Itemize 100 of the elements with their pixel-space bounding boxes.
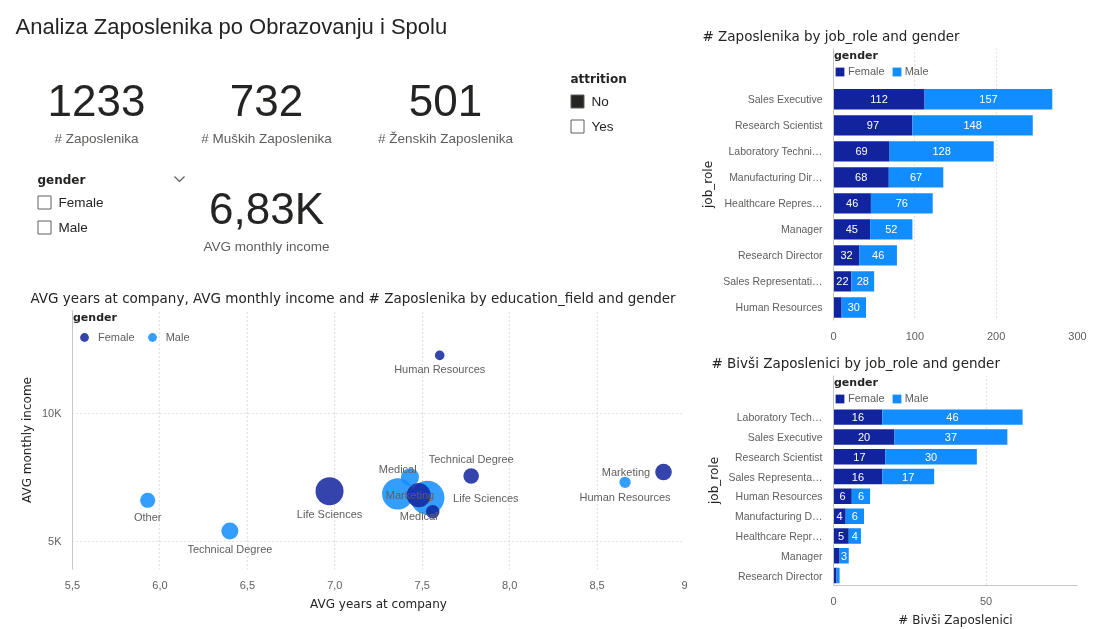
bar (833, 429, 895, 445)
x-tick-label: 300 (1068, 329, 1087, 342)
category-label: # Zaposlenika (54, 131, 140, 146)
legend-label: Male (165, 330, 190, 344)
y-tick-label: Human Resources (735, 490, 823, 503)
y-tick-label: 10K (41, 407, 63, 420)
data-label: 30 (924, 450, 938, 463)
text: Analiza Zaposlenika po Obrazovanju i Spolu (15, 14, 448, 39)
data-label: 4 (836, 510, 843, 523)
data-label: Marketing (601, 466, 651, 479)
bar (833, 219, 871, 240)
data-label: 46 (946, 411, 959, 424)
category-label: AVG monthly income (203, 239, 330, 254)
bar (882, 468, 935, 485)
data-label: 32 (840, 249, 853, 262)
text: gender (37, 172, 86, 187)
legend-label: Female (98, 330, 135, 344)
data-label: 5 (838, 529, 845, 542)
data-label: 76 (895, 197, 908, 210)
data-label: 46 (872, 249, 885, 262)
bar (870, 193, 933, 214)
y-tick-label: Manufacturing D… (734, 510, 823, 523)
chart-title: # Zaposlenika by job_role and gender (702, 27, 961, 44)
data-label: 732 (229, 76, 304, 125)
legend-title: gender (73, 311, 118, 324)
y-axis-title: AVG monthly income (19, 377, 34, 503)
y-tick-label: 5K (48, 535, 63, 548)
x-tick-label: 100 (905, 329, 925, 342)
data-label: 6 (857, 490, 865, 503)
data-label: 52 (885, 223, 898, 236)
text: attrition (570, 71, 627, 86)
y-tick-label: Manager (781, 223, 823, 236)
data-label: 157 (979, 93, 998, 106)
y-tick-label: Manufacturing Dir… (729, 171, 823, 184)
data-label: Technical Degree (187, 542, 273, 555)
chart-title: # Bivši Zaposlenici by job_role and gender (711, 354, 1001, 371)
data-label: 6,83K (209, 184, 324, 233)
legend-label: Female (848, 64, 885, 78)
data-label: Human Resources (579, 491, 672, 504)
data-label: 501 (408, 76, 483, 125)
bar (894, 429, 1008, 445)
bar (859, 245, 897, 266)
data-label: Human Resources (394, 363, 486, 376)
data-label: 3 (841, 549, 848, 562)
data-label: Technical Degree (428, 452, 514, 465)
bar (882, 409, 1023, 425)
category-label: Yes (591, 119, 614, 134)
x-axis-title: # Bivši Zaposlenici (898, 612, 1013, 627)
data-label: 68 (855, 171, 868, 184)
category-label: No (591, 94, 609, 109)
bar (833, 167, 889, 188)
data-label: 128 (932, 145, 951, 158)
bar (833, 193, 871, 214)
data-label: Medical (399, 510, 438, 523)
data-label: 6 (839, 490, 846, 503)
x-tick-label: 0 (830, 329, 837, 342)
data-label: 4 (851, 529, 858, 542)
y-tick-label: Healthcare Repres… (724, 197, 823, 210)
legend-label: Male (904, 64, 929, 78)
bar (912, 115, 1033, 136)
bar (833, 449, 886, 465)
legend-label: Female (848, 391, 885, 405)
legend-label: Male (904, 391, 929, 405)
y-tick-label: Research Scientist (734, 119, 823, 132)
category-label: # Ženskih Zaposlenika (377, 131, 514, 146)
chart-title: AVG years at company, AVG monthly income and # Zaposlenika by education_field and gender (30, 289, 677, 306)
x-tick-label: 5,5 (64, 578, 81, 591)
bar (889, 141, 994, 162)
legend-title: gender (834, 376, 879, 389)
y-axis-title: job_role (701, 160, 716, 210)
y-tick-label: Healthcare Repr… (735, 529, 823, 542)
x-tick-label: 50 (979, 594, 993, 607)
x-tick-label: 6,0 (152, 578, 168, 591)
bar (833, 297, 842, 318)
data-label: 20 (857, 430, 871, 443)
data-label: 16 (851, 470, 865, 483)
y-tick-label: Research Director (737, 569, 823, 582)
data-label: 67 (909, 171, 923, 184)
bar (833, 548, 840, 564)
data-label: Marketing (385, 489, 435, 502)
data-label: Life Sciences (453, 491, 519, 504)
x-tick-label: 7,0 (327, 578, 343, 591)
legend-title: gender (834, 49, 879, 62)
data-label: 45 (845, 223, 858, 236)
data-label: 17 (902, 470, 915, 483)
x-tick-label: 6,5 (239, 578, 256, 591)
data-label: 28 (856, 275, 869, 288)
bar (833, 115, 913, 136)
x-tick-label: 8,5 (589, 578, 605, 591)
y-axis-title: job_role (706, 456, 721, 506)
data-label: 148 (963, 119, 982, 132)
bar (833, 89, 925, 110)
data-label: 17 (853, 450, 866, 463)
x-tick-label: 0 (830, 594, 837, 607)
data-label: Life Sciences (296, 508, 363, 521)
data-label: 37 (944, 430, 958, 443)
bar (888, 167, 944, 188)
data-label: 69 (855, 145, 868, 158)
y-tick-label: Human Resources (735, 301, 823, 314)
y-tick-label: Research Scientist (734, 450, 823, 463)
